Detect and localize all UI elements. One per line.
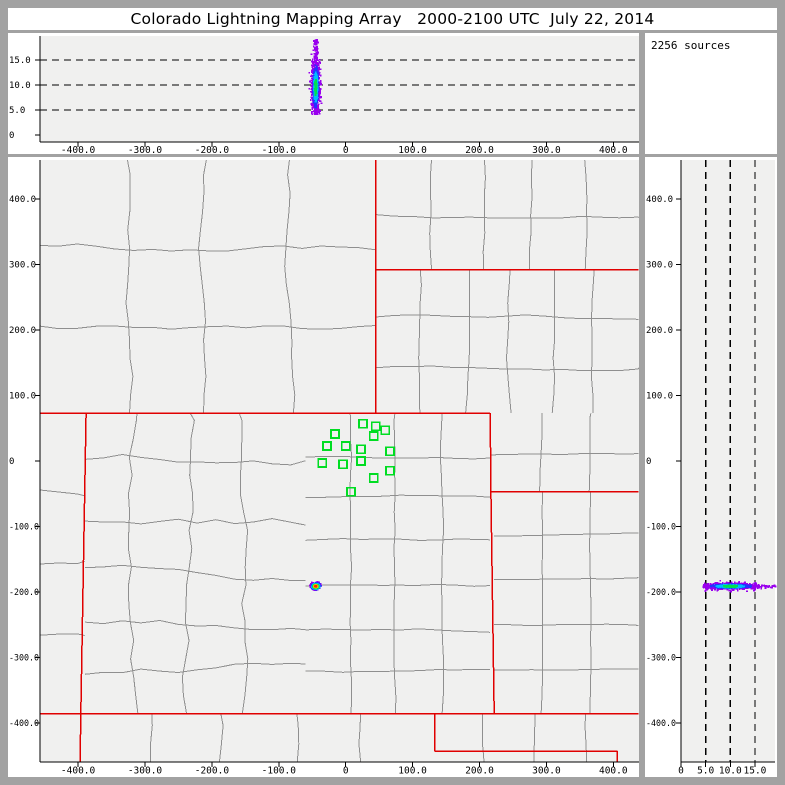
lightning-source-points-plan	[308, 581, 323, 592]
map-axes	[35, 160, 639, 767]
plan-view-panel[interactable]: 400.0 300.0 200.0 100.0 0 -100.0 -200.0 -300.0 -…	[8, 157, 639, 777]
svg-text:-300.0: -300.0	[9, 654, 39, 664]
station-markers	[317, 418, 395, 497]
svg-text:100.0: 100.0	[398, 145, 427, 154]
svg-text:0: 0	[9, 131, 14, 141]
svg-text:-200.0: -200.0	[195, 145, 230, 154]
svg-text:-100.0: -100.0	[646, 523, 676, 533]
svg-text:5.0: 5.0	[697, 766, 714, 777]
lightning-source-points-top	[308, 39, 323, 116]
svg-text:15.0: 15.0	[744, 766, 767, 777]
ew-axes	[35, 36, 639, 147]
svg-text:-100.0: -100.0	[9, 523, 39, 533]
lightning-source-points-right	[702, 579, 777, 593]
svg-text:200.0: 200.0	[646, 326, 673, 336]
svg-text:100.0: 100.0	[398, 766, 427, 777]
svg-text:0: 0	[678, 766, 684, 777]
svg-text:-400.0: -400.0	[646, 719, 676, 729]
altitude-gridlines	[40, 59, 639, 111]
ns-plot-area	[681, 160, 775, 762]
svg-text:-400.0: -400.0	[61, 145, 96, 154]
svg-text:-300.0: -300.0	[128, 145, 163, 154]
svg-text:0: 0	[343, 766, 349, 777]
altitude-ew-plot[interactable]: 0 5.0 10.0 15.0 -400.0 -300.0 -200.0 -100.0 0 100…	[8, 33, 639, 154]
window-title: Colorado Lightning Mapping Array 2000-21…	[130, 10, 655, 28]
svg-text:-300.0: -300.0	[646, 654, 676, 664]
svg-text:0: 0	[9, 457, 14, 467]
svg-text:300.0: 300.0	[532, 145, 561, 154]
svg-text:-200.0: -200.0	[646, 588, 676, 598]
svg-text:300.0: 300.0	[9, 261, 36, 271]
title-bar: Colorado Lightning Mapping Array 2000-21…	[8, 8, 777, 30]
svg-text:200.0: 200.0	[465, 766, 494, 777]
svg-text:10.0: 10.0	[719, 766, 742, 777]
svg-text:-200.0: -200.0	[9, 588, 39, 598]
svg-text:-200.0: -200.0	[195, 766, 230, 777]
svg-text:0: 0	[646, 457, 651, 467]
svg-text:300.0: 300.0	[646, 261, 673, 271]
ew-plot-area	[40, 36, 639, 142]
ns-axes	[676, 160, 775, 767]
svg-text:400.0: 400.0	[599, 766, 628, 777]
svg-text:300.0: 300.0	[532, 766, 561, 777]
altitude-ns-panel[interactable]: 400.0 300.0 200.0 100.0 0 -100.0 -200.0 -300.0 -…	[645, 157, 777, 777]
sources-count-label: 2256 sources	[651, 39, 731, 52]
svg-text:400.0: 400.0	[599, 145, 628, 154]
svg-text:400.0: 400.0	[646, 195, 673, 205]
svg-text:100.0: 100.0	[9, 392, 36, 402]
altitude-gridlines-vertical	[705, 160, 756, 762]
svg-text:-400.0: -400.0	[61, 766, 96, 777]
state-borders	[40, 160, 639, 762]
altitude-ew-panel[interactable]: 0 5.0 10.0 15.0 -400.0 -300.0 -200.0 -100.0 0 100…	[8, 33, 639, 154]
sources-count-box: 2256 sources	[645, 33, 777, 154]
svg-text:-300.0: -300.0	[128, 766, 163, 777]
county-boundaries	[40, 160, 639, 762]
svg-text:0: 0	[343, 145, 349, 154]
svg-text:15.0: 15.0	[9, 56, 31, 66]
svg-text:-400.0: -400.0	[9, 719, 39, 729]
altitude-ns-plot[interactable]: 400.0 300.0 200.0 100.0 0 -100.0 -200.0 -300.0 -…	[645, 157, 777, 777]
plan-view-map-plot[interactable]: 400.0 300.0 200.0 100.0 0 -100.0 -200.0 -300.0 -…	[8, 157, 639, 777]
svg-text:200.0: 200.0	[9, 326, 36, 336]
svg-text:200.0: 200.0	[465, 145, 494, 154]
svg-text:100.0: 100.0	[646, 392, 673, 402]
svg-text:-100.0: -100.0	[262, 145, 297, 154]
svg-text:400.0: 400.0	[9, 195, 36, 205]
svg-text:10.0: 10.0	[9, 81, 31, 91]
svg-text:5.0: 5.0	[9, 106, 25, 116]
svg-text:-100.0: -100.0	[262, 766, 297, 777]
